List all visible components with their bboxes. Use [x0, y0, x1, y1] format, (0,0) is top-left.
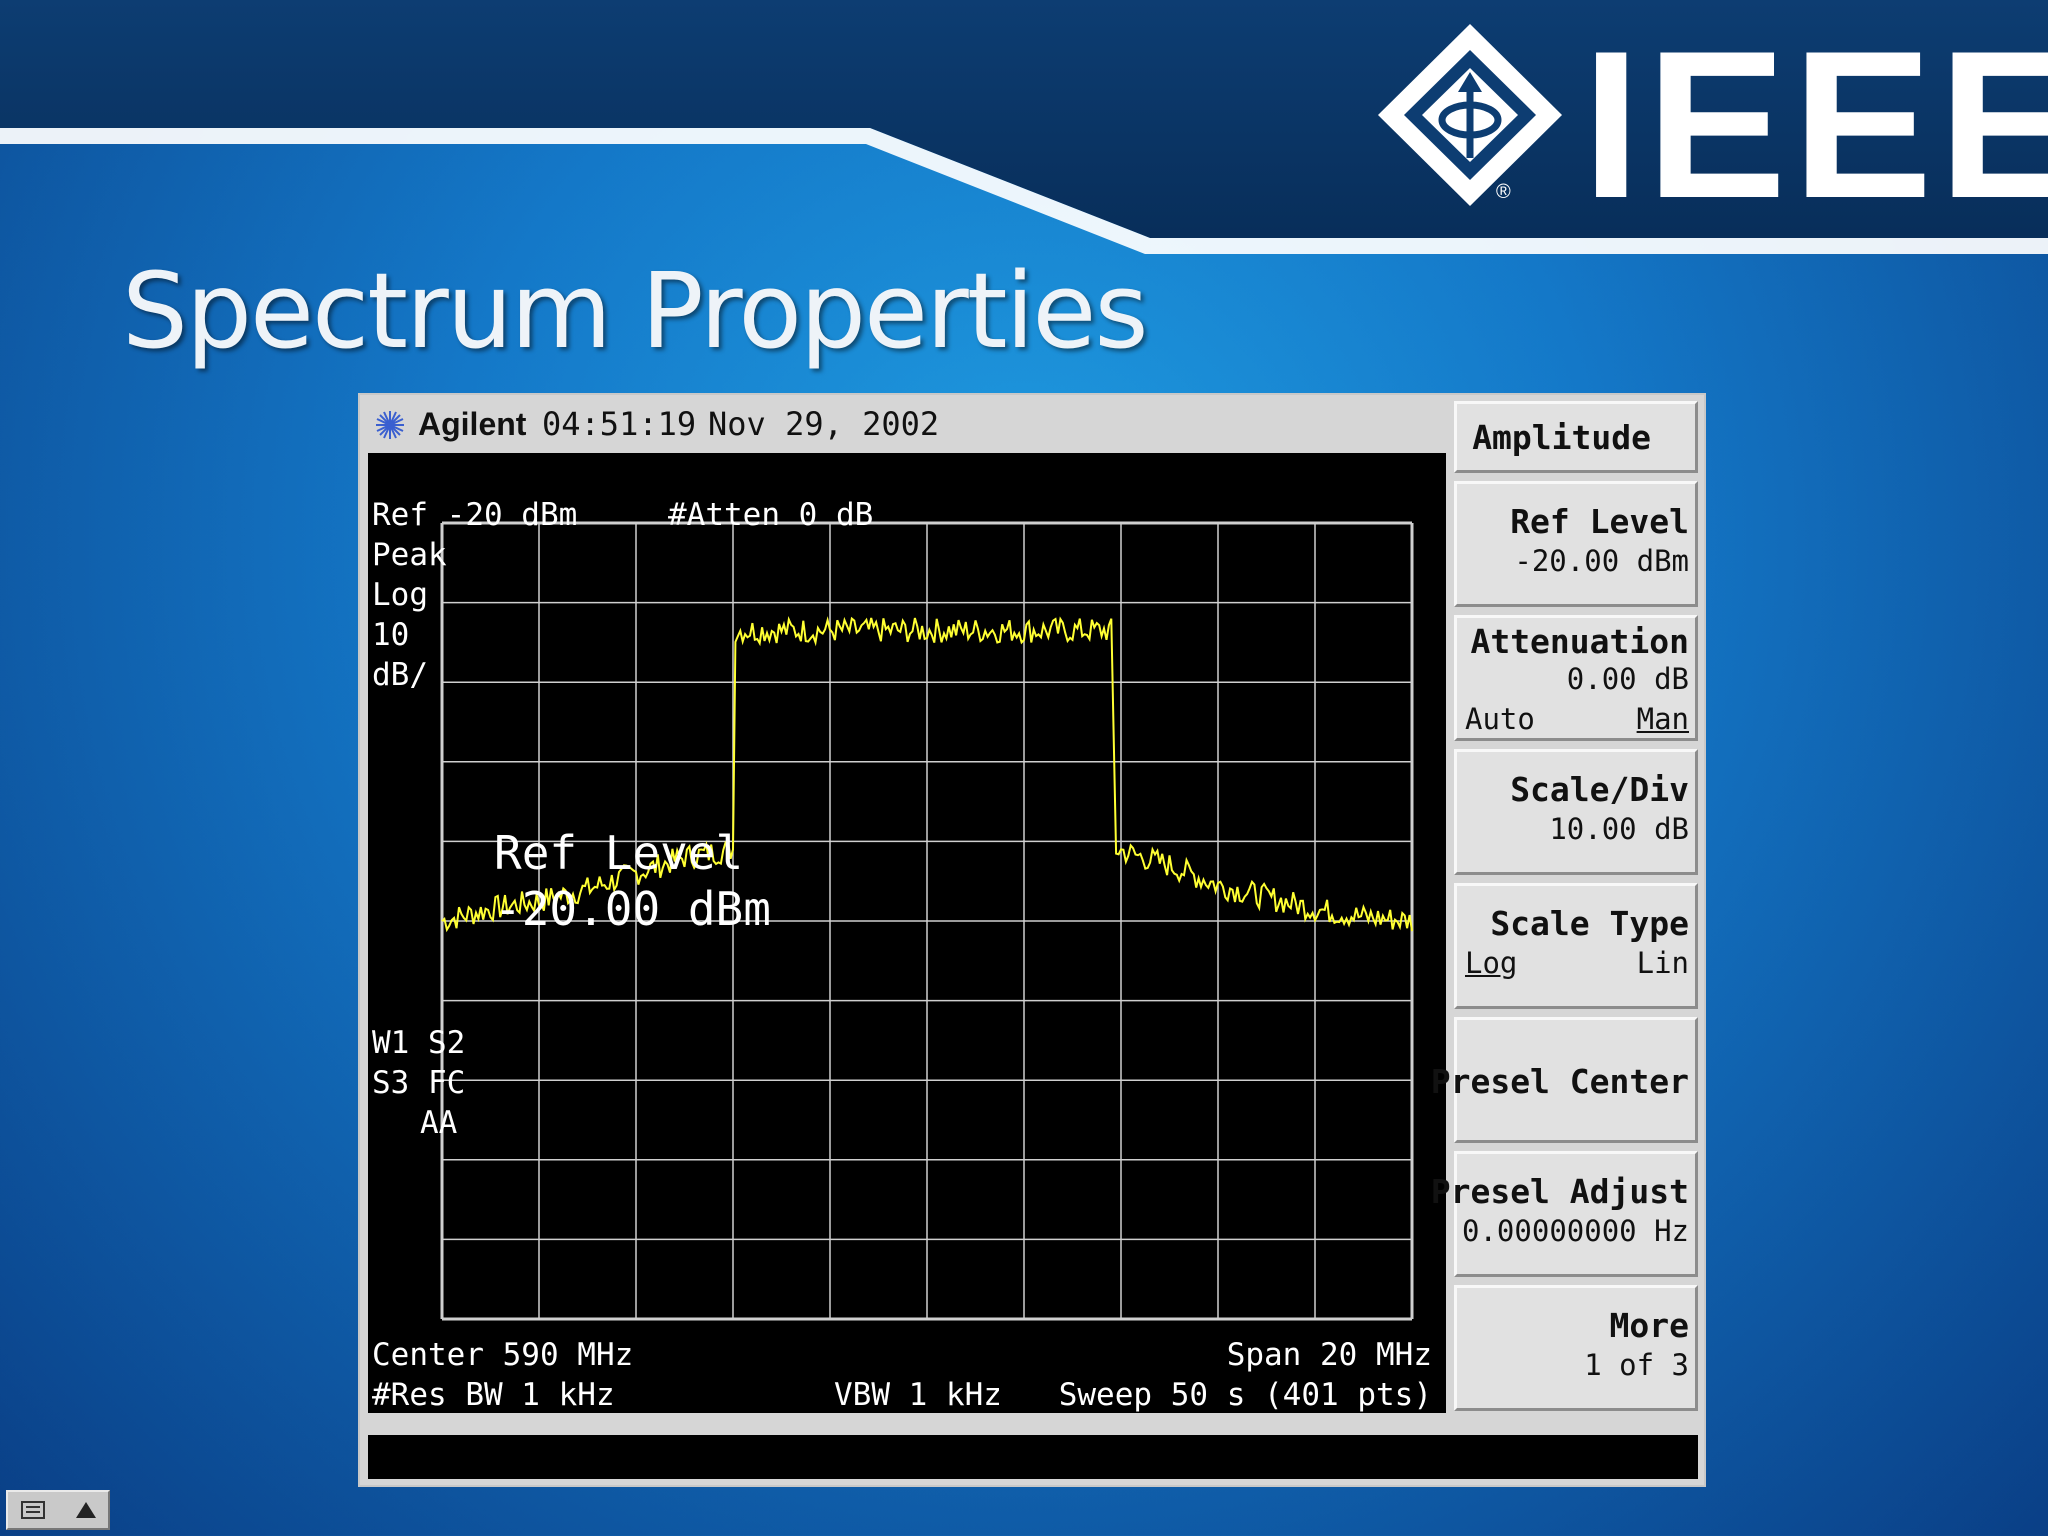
trace-flags-3: AA: [420, 1105, 458, 1141]
ieee-logo-text: IEEE: [1582, 7, 2048, 242]
more-softkey-value: 1 of 3: [1584, 1348, 1689, 1382]
ref-level-annotation: Ref -20 dBm: [372, 497, 577, 533]
center-frequency: Center 590 MHz: [372, 1337, 633, 1373]
scale-div-softkey-label: Scale/Div: [1510, 770, 1689, 809]
ref-level-softkey-label: Ref Level: [1510, 502, 1689, 541]
menu-title-label: Amplitude: [1472, 418, 1651, 457]
attenuation-annotation: #Atten 0 dB: [668, 497, 873, 533]
spectrum-plot: Ref -20 dBm #Atten 0 dB Peak Log 10 dB/ …: [372, 497, 1432, 1413]
trace-flags-1: W1 S2: [372, 1025, 465, 1061]
active-function-label: Ref Level: [494, 826, 743, 880]
ref-level-softkey-value: -20.00 dBm: [1514, 544, 1689, 578]
scale-type-softkey[interactable]: Scale Type Log Lin: [1454, 883, 1698, 1009]
header-banner: [0, 0, 2048, 254]
scale-type-lin-option: Lin: [1636, 946, 1689, 980]
more-softkey[interactable]: More 1 of 3: [1454, 1285, 1698, 1411]
status-bar: [368, 1435, 1698, 1479]
span: Span 20 MHz: [1227, 1337, 1432, 1373]
presel-center-softkey-label: Presel Center: [1430, 1062, 1689, 1101]
spectrum-analyzer-window: Agilent 04:51:19 Nov 29, 2002 Ref -20 dB…: [358, 393, 1706, 1487]
agilent-spark-icon: [376, 411, 404, 439]
scale-div-softkey[interactable]: Scale/Div 10.00 dB: [1454, 749, 1698, 875]
graticule: [440, 521, 1414, 1321]
attenuation-softkey[interactable]: Attenuation 0.00 dB Auto Man: [1454, 615, 1698, 741]
date: Nov 29, 2002: [708, 405, 940, 443]
ref-level-softkey[interactable]: Ref Level -20.00 dBm: [1454, 481, 1698, 607]
scale-type-log-option: Log: [1465, 946, 1518, 980]
brand-name: Agilent: [418, 406, 527, 442]
spectrum-display: Ref -20 dBm #Atten 0 dB Peak Log 10 dB/ …: [368, 453, 1446, 1413]
slide-menu-icon: [21, 1501, 96, 1519]
instrument-header: Agilent 04:51:19 Nov 29, 2002: [372, 401, 1452, 447]
detector-annotation: Peak: [372, 537, 447, 573]
presel-adjust-softkey-label: Presel Adjust: [1430, 1172, 1689, 1211]
scale-type-softkey-label: Scale Type: [1490, 904, 1689, 943]
attenuation-auto-option: Auto: [1465, 702, 1535, 736]
attenuation-softkey-value: 0.00 dB: [1566, 662, 1689, 696]
softkey-menu-title: Amplitude: [1454, 401, 1698, 473]
attenuation-softkey-label: Attenuation: [1470, 622, 1689, 661]
presel-adjust-softkey-value: 0.00000000 Hz: [1462, 1214, 1689, 1248]
scale-div-softkey-value: 10.00 dB: [1549, 812, 1689, 846]
svg-text:®: ®: [1496, 181, 1511, 203]
presel-adjust-softkey[interactable]: Presel Adjust 0.00000000 Hz: [1431, 1151, 1698, 1277]
presel-center-softkey[interactable]: Presel Center: [1431, 1017, 1698, 1143]
slide-title: Spectrum Properties: [122, 250, 1149, 372]
scale-unit-annotation: dB/: [372, 657, 428, 693]
clock: 04:51:19: [542, 405, 697, 443]
scale-value-annotation: 10: [372, 617, 409, 653]
attenuation-man-option: Man: [1636, 702, 1689, 736]
more-softkey-label: More: [1609, 1306, 1689, 1345]
resolution-bandwidth: #Res BW 1 kHz: [372, 1377, 615, 1413]
trace-flags-2: S3 FC: [372, 1065, 465, 1101]
scale-type-annotation: Log: [372, 577, 428, 613]
slideshow-nav-button[interactable]: [6, 1490, 110, 1530]
ieee-diamond-icon: ®: [1378, 24, 1562, 206]
sweep-time: Sweep 50 s (401 pts): [1059, 1377, 1432, 1413]
spectrum-trace: [441, 616, 1413, 933]
video-bandwidth: VBW 1 kHz: [834, 1377, 1002, 1413]
active-function-value: -20.00 dBm: [494, 882, 771, 936]
